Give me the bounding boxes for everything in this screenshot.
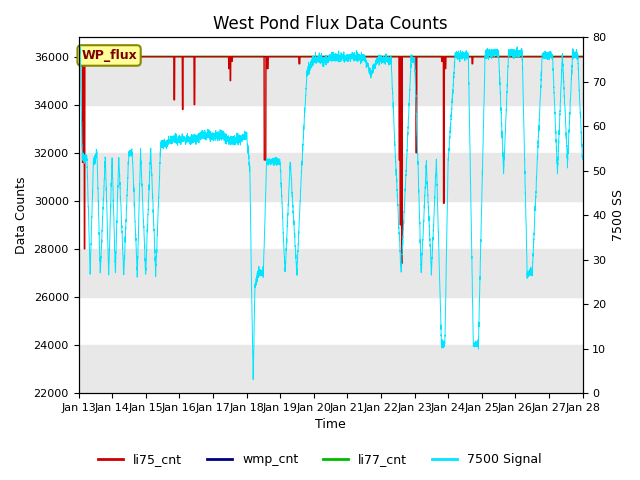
Text: WP_flux: WP_flux [81, 49, 137, 62]
Title: West Pond Flux Data Counts: West Pond Flux Data Counts [213, 15, 448, 33]
Y-axis label: Data Counts: Data Counts [15, 177, 28, 254]
Bar [79, 345, 582, 393]
X-axis label: Time: Time [315, 419, 346, 432]
Bar [79, 249, 582, 297]
Bar [79, 57, 582, 105]
Legend: li75_cnt, wmp_cnt, li77_cnt, 7500 Signal: li75_cnt, wmp_cnt, li77_cnt, 7500 Signal [93, 448, 547, 471]
Bar [79, 153, 582, 201]
Y-axis label: 7500 SS: 7500 SS [612, 189, 625, 241]
